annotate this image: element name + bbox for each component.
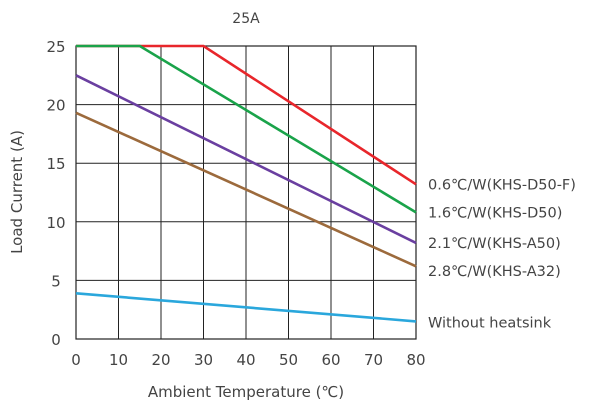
x-tick-label: 40 <box>236 351 255 369</box>
series-line <box>75 292 417 323</box>
x-tick-label: 0 <box>71 351 81 369</box>
x-tick-label: 80 <box>406 351 425 369</box>
grid <box>75 45 417 340</box>
x-tick-label: 60 <box>321 351 340 369</box>
y-tick-label: 15 <box>46 155 65 173</box>
chart-title: 25A <box>232 11 260 27</box>
series-label: Without heatsink <box>428 315 552 331</box>
x-tick-label: 20 <box>151 351 170 369</box>
x-axis-label: Ambient Temperature (℃) <box>148 383 344 401</box>
series-label: 1.6℃/W(KHS-D50) <box>428 205 562 221</box>
y-tick-label: 10 <box>46 214 65 232</box>
series-label: 2.1℃/W(KHS-A50) <box>428 236 561 252</box>
series-line <box>76 44 417 214</box>
series-label: 2.8℃/W(KHS-A32) <box>428 264 561 280</box>
y-tick-label: 25 <box>46 38 65 56</box>
x-axis-ticks: 0 10 20 30 40 50 60 70 80 <box>71 351 425 369</box>
series-label: 0.6℃/W(KHS-D50-F) <box>428 177 576 193</box>
series-line <box>75 111 417 268</box>
series-lines <box>75 44 417 323</box>
x-tick-label: 50 <box>279 351 298 369</box>
y-axis-label: Load Current (A) <box>8 130 26 254</box>
x-tick-label: 70 <box>364 351 383 369</box>
y-tick-label: 0 <box>51 331 61 349</box>
y-tick-label: 20 <box>46 97 65 115</box>
y-axis-ticks: 0 5 10 15 20 25 <box>46 38 65 349</box>
series-labels: 0.6℃/W(KHS-D50-F) 1.6℃/W(KHS-D50) 2.1℃/W(K… <box>428 177 576 331</box>
x-tick-label: 10 <box>109 351 128 369</box>
y-tick-label: 5 <box>51 272 61 290</box>
series-line <box>75 74 417 245</box>
x-tick-label: 30 <box>194 351 213 369</box>
